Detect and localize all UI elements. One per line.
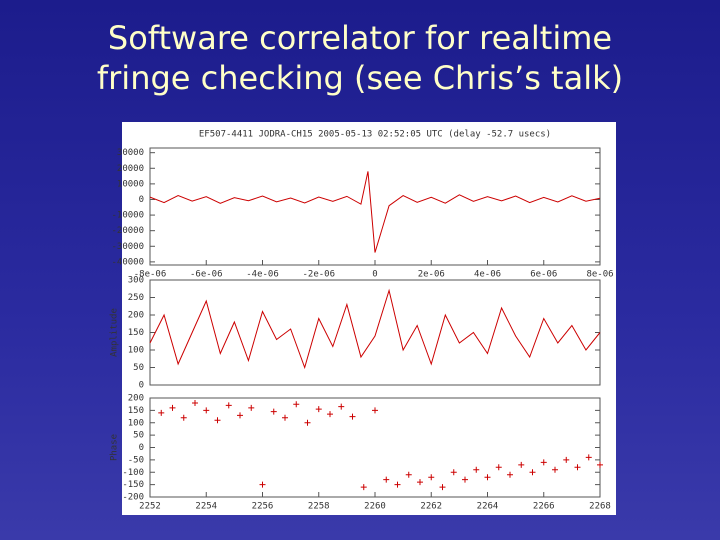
phase-point <box>417 479 423 486</box>
y-tick-label: -50 <box>128 455 144 465</box>
x-tick-label: 6e-06 <box>530 270 557 280</box>
signal-line <box>149 288 601 370</box>
phase-point <box>180 414 187 421</box>
phase-point <box>450 469 457 476</box>
phase-point <box>158 409 165 416</box>
phase-point <box>214 417 221 424</box>
x-tick-label: 2268 <box>589 502 611 512</box>
y-tick-label: 300 <box>128 276 144 286</box>
phase-point <box>259 481 266 488</box>
phase-point <box>372 407 378 414</box>
phase-point <box>574 464 581 471</box>
x-tick-label: 2256 <box>252 502 274 512</box>
y-tick-label: 0 <box>139 381 144 391</box>
phase-point <box>405 471 412 478</box>
y-tick-label: -150 <box>122 480 144 490</box>
plot-header: EF507-4411 JODRA-CH15 2005-05-13 02:52:0… <box>199 130 551 140</box>
y-tick-label: 150 <box>128 406 144 416</box>
phase-point <box>484 474 491 481</box>
y-tick-label: 50 <box>133 363 144 373</box>
y-tick-label: -20000 <box>111 226 144 236</box>
y-tick-label: 50 <box>133 431 144 441</box>
phase-point <box>315 406 322 413</box>
phase-point <box>495 464 502 471</box>
phase-point <box>349 413 356 420</box>
x-tick-label: 0 <box>372 270 377 280</box>
phase-point <box>169 404 176 411</box>
y-axis-label: Phase <box>110 434 120 461</box>
phase-point <box>225 402 232 409</box>
y-tick-label: -10000 <box>111 211 144 221</box>
phase-point <box>439 484 446 491</box>
x-tick-label: 4e-06 <box>474 270 501 280</box>
x-tick-label: 2266 <box>533 502 555 512</box>
x-tick-label: 2e-06 <box>418 270 445 280</box>
y-tick-label: -200 <box>122 493 144 503</box>
phase-point <box>203 407 210 414</box>
x-tick-label: 2262 <box>420 502 442 512</box>
x-tick-label: 8e-06 <box>586 270 613 280</box>
phase-point <box>270 408 277 415</box>
y-tick-label: 100 <box>128 346 144 356</box>
x-tick-label: -4e-06 <box>246 270 279 280</box>
phase-point <box>383 476 390 483</box>
phase-point <box>428 474 435 481</box>
phase-point <box>473 466 480 473</box>
y-tick-label: 20000 <box>117 164 144 174</box>
phase-point <box>518 461 525 468</box>
phase-point <box>304 419 311 426</box>
y-tick-label: 30000 <box>117 148 144 158</box>
y-tick-label: -40000 <box>111 257 144 267</box>
y-tick-label: -30000 <box>111 242 144 252</box>
phase-point <box>563 456 570 463</box>
y-tick-label: 250 <box>128 293 144 303</box>
x-tick-label: 2264 <box>477 502 499 512</box>
phase-point <box>529 469 536 476</box>
y-axis-label: Amplitude <box>110 308 120 357</box>
phase-point <box>293 401 300 408</box>
signal-line <box>149 171 601 253</box>
phase-point <box>540 459 547 466</box>
phase-point <box>462 476 468 483</box>
phase-point <box>360 484 367 491</box>
y-tick-label: 0 <box>139 443 144 453</box>
y-tick-label: 200 <box>128 394 144 404</box>
phase-point <box>507 471 513 478</box>
phase-point <box>192 399 198 406</box>
y-tick-label: -100 <box>122 468 144 478</box>
y-tick-label: 10000 <box>117 179 144 189</box>
x-tick-label: -8e-06 <box>134 270 167 280</box>
phase-point <box>237 412 243 419</box>
phase-point <box>585 454 592 461</box>
x-tick-label: 2252 <box>139 502 161 512</box>
x-tick-label: 2258 <box>308 502 330 512</box>
phase-point <box>248 404 255 411</box>
phase-point <box>394 481 401 488</box>
phase-point <box>552 466 558 473</box>
slide-title: Software correlator for realtime fringe … <box>0 18 720 98</box>
y-tick-label: 150 <box>128 328 144 338</box>
x-tick-label: -2e-06 <box>302 270 335 280</box>
x-tick-label: 2254 <box>195 502 217 512</box>
phase-point <box>282 414 288 421</box>
phase-point <box>597 461 603 468</box>
phase-point <box>338 403 345 410</box>
y-tick-label: 200 <box>128 311 144 321</box>
title-line: Software correlator for realtime <box>107 19 613 57</box>
title-line: fringe checking (see Chris’s talk) <box>96 59 624 97</box>
y-tick-label: 0 <box>139 195 144 205</box>
y-tick-label: 100 <box>128 418 144 428</box>
x-tick-label: -6e-06 <box>190 270 223 280</box>
phase-point <box>327 411 333 418</box>
x-tick-label: 2260 <box>364 502 386 512</box>
